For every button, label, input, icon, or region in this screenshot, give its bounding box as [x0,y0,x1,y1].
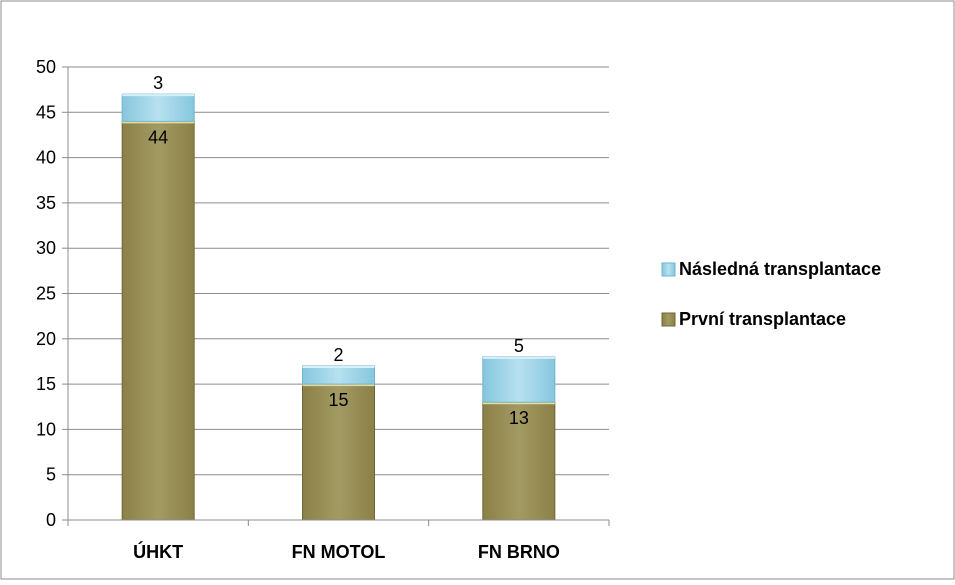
y-tick-label: 30 [36,238,56,258]
y-tick-label: 5 [46,465,56,485]
y-tick-label: 0 [46,510,56,530]
x-category-label: FN MOTOL [292,542,386,562]
data-label: 2 [333,345,343,365]
x-category-label: ÚHKT [133,541,183,562]
y-tick-label: 25 [36,284,56,304]
legend-label: První transplantace [679,309,846,329]
data-label: 3 [153,73,163,93]
y-tick-label: 35 [36,193,56,213]
bar-segment-prvni [121,120,195,521]
bar-segment-nasledna [482,356,556,403]
labels: 44 3 ÚHKT 15 2 FN MOTOL 13 5 FN BRNO [133,73,560,562]
y-tick-label: 40 [36,148,56,168]
legend-swatch [661,312,676,327]
y-tick-label: 10 [36,419,56,439]
bar-segment-prvni [482,401,556,521]
y-tick-label: 50 [36,57,56,77]
bars [121,93,556,521]
y-tick-label: 20 [36,329,56,349]
data-label: 5 [514,336,524,356]
legend-swatch [661,262,676,277]
bar-segment-nasledna [121,93,195,122]
data-label: 15 [328,390,348,410]
data-label: 13 [509,408,529,428]
legend: Následná transplantace První transplantac… [661,259,881,329]
bar-segment-nasledna [302,365,375,385]
data-label: 44 [148,127,168,147]
y-tick-label: 45 [36,102,56,122]
legend-label: Následná transplantace [679,259,881,279]
y-tick-label: 15 [36,374,56,394]
x-category-label: FN BRNO [478,542,560,562]
